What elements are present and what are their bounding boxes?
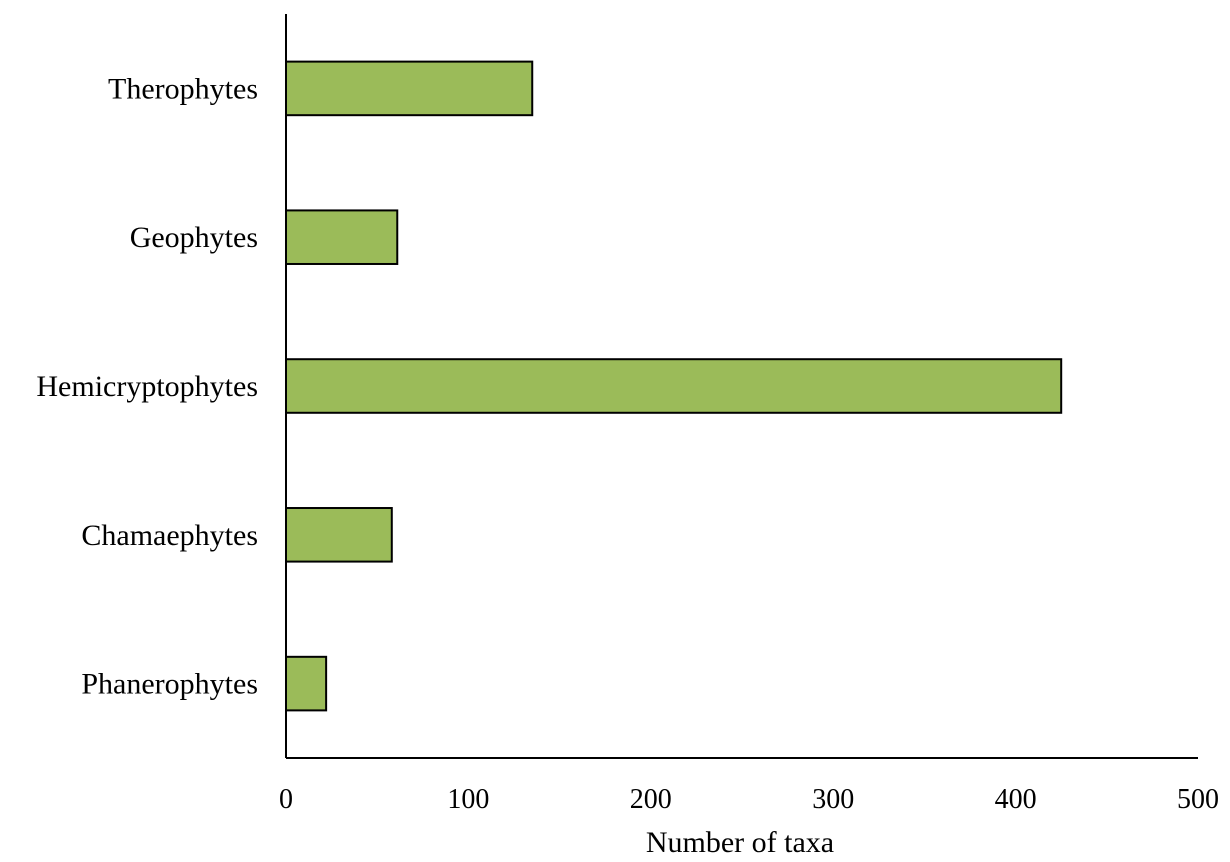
x-tick-label-200: 200 [630,784,672,815]
x-tick-label-0: 0 [279,784,293,815]
category-label-hemicryptophytes: Hemicryptophytes [36,370,258,403]
category-label-chamaephytes: Chamaephytes [81,519,258,552]
bar-geophytes [285,209,399,265]
bar-phanerophytes [285,655,328,712]
bars-group [285,60,1063,712]
category-label-therophytes: Therophytes [108,72,258,105]
x-tick-label-100: 100 [447,784,489,815]
bar-therophytes [285,60,534,117]
bar-hemicryptophytes [285,358,1063,414]
category-label-geophytes: Geophytes [130,221,258,254]
x-tick-labels: 0 100 200 300 400 500 [279,784,1219,815]
x-axis-title: Number of taxa [646,826,834,859]
x-tick-label-300: 300 [812,784,854,815]
category-labels: Therophytes Geophytes Hemicryptophytes Cham… [36,72,258,700]
x-tick-label-400: 400 [995,784,1037,815]
bar-chamaephytes [285,507,393,563]
x-tick-label-500: 500 [1177,784,1219,815]
category-label-phanerophytes: Phanerophytes [81,668,258,701]
